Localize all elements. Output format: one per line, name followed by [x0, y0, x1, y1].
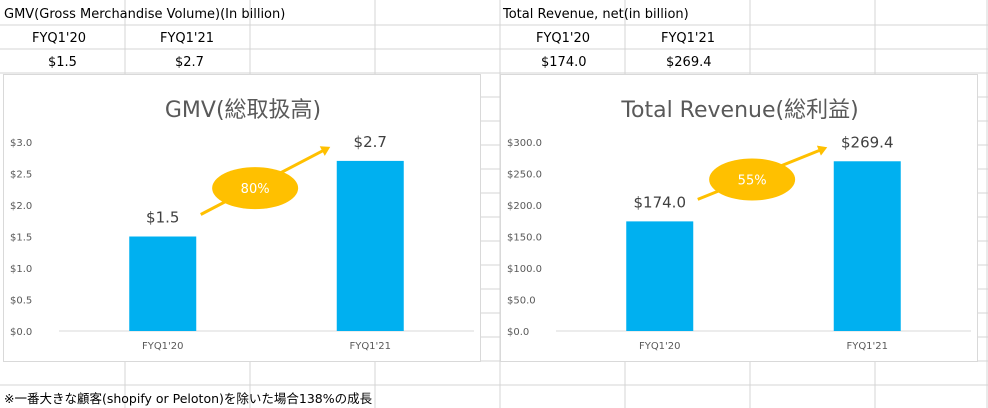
revenue-chart-plot: Total Revenue(総利益) $0.0 $50.0 $100.0 $150.0 $…	[507, 98, 971, 352]
revenue-table-header: Total Revenue, net(in billion)	[503, 7, 689, 22]
growth-arrowhead	[816, 145, 828, 156]
bar[interactable]	[336, 160, 404, 331]
growth-badge	[212, 167, 299, 210]
revenue-column-fyq121: FYQ1'21	[661, 31, 716, 46]
footnote: ※一番大きな顧客(shopify or Peloton)を除いた場合138%の成…	[4, 391, 373, 406]
gmv-chart-plot: GMV(総取扱高) $0.0 $0.5 $1.0 $1.5 $2.0 $2.5 $3.0 $1.…	[10, 98, 474, 352]
gmv-value-fyq120: $1.5	[48, 55, 77, 70]
y-tick-label: $300.0	[507, 138, 542, 149]
data-label: $2.7	[354, 133, 387, 151]
revenue-value-fyq120: $174.0	[541, 55, 587, 70]
category-label: FYQ1'20	[142, 341, 184, 352]
chart-title: GMV(総取扱高)	[165, 98, 321, 123]
y-tick-label: $1.5	[10, 233, 32, 244]
category-label: FYQ1'20	[639, 341, 681, 352]
bar[interactable]	[129, 236, 197, 332]
chart-title: Total Revenue(総利益)	[620, 98, 858, 123]
y-tick-label: $2.0	[10, 201, 32, 212]
growth-badge	[709, 158, 796, 201]
y-tick-label: $100.0	[507, 264, 542, 275]
y-tick-label: $0.0	[10, 327, 32, 338]
category-label: FYQ1'21	[349, 341, 391, 352]
gmv-value-fyq121: $2.7	[175, 55, 204, 70]
category-label: FYQ1'21	[846, 341, 888, 352]
revenue-chart[interactable]: Total Revenue(総利益) $0.0 $50.0 $100.0 $150.0 $…	[500, 74, 978, 362]
data-label: $269.4	[841, 133, 894, 151]
y-tick-label: $150.0	[507, 233, 542, 244]
y-tick-label: $0.5	[10, 296, 32, 307]
y-tick-label: $2.5	[10, 170, 32, 181]
y-tick-label: $3.0	[10, 138, 32, 149]
gmv-table-header: GMV(Gross Merchandise Volume)(In billion…	[4, 7, 286, 22]
revenue-value-fyq121: $269.4	[666, 55, 712, 70]
gmv-column-fyq120: FYQ1'20	[32, 31, 87, 46]
growth-percent-label: 55%	[738, 173, 767, 188]
growth-percent-label: 80%	[241, 182, 270, 197]
data-label: $174.0	[634, 193, 687, 211]
y-tick-label: $50.0	[507, 296, 536, 307]
y-tick-label: $0.0	[507, 327, 529, 338]
growth-arrowhead	[319, 146, 331, 156]
y-tick-label: $1.0	[10, 264, 32, 275]
data-label: $1.5	[146, 209, 179, 227]
y-tick-label: $200.0	[507, 201, 542, 212]
revenue-column-fyq120: FYQ1'20	[536, 31, 591, 46]
gmv-chart[interactable]: GMV(総取扱高) $0.0 $0.5 $1.0 $1.5 $2.0 $2.5 $3.0 $1.…	[3, 74, 481, 362]
bar[interactable]	[626, 221, 694, 331]
gmv-column-fyq121: FYQ1'21	[160, 31, 215, 46]
y-tick-label: $250.0	[507, 170, 542, 181]
bar[interactable]	[833, 161, 901, 331]
